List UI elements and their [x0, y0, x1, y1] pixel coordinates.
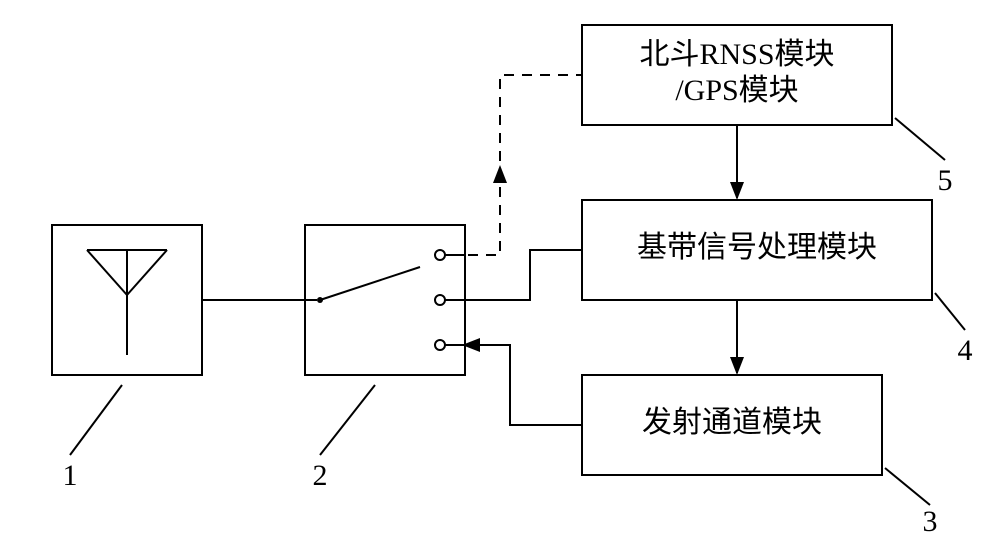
edge-switch-rnss	[450, 75, 582, 255]
label-5: 5	[938, 164, 953, 197]
label-4: 4	[958, 334, 973, 367]
block-diagram: 1 2 北斗RNSS模块/GPS模块 5 基带信号处理模块 4 发射通道模块 3	[0, 0, 1000, 540]
label-3: 3	[923, 505, 938, 538]
label-2: 2	[313, 459, 328, 492]
rnss-line2: /GPS模块	[675, 74, 798, 107]
label-1: 1	[63, 459, 78, 492]
edge-tx-switch	[450, 345, 582, 425]
rnss-line1: 北斗RNSS模块	[639, 38, 834, 71]
edge-switch-baseband	[465, 250, 582, 300]
tx-label: 发射通道模块	[642, 406, 822, 439]
baseband-label: 基带信号处理模块	[637, 231, 877, 264]
